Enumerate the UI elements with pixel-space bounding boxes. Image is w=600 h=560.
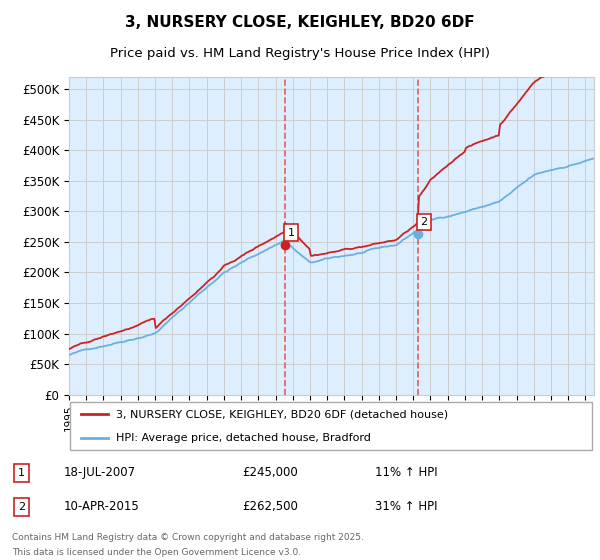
Text: 3, NURSERY CLOSE, KEIGHLEY, BD20 6DF (detached house): 3, NURSERY CLOSE, KEIGHLEY, BD20 6DF (de… [116, 409, 448, 419]
Text: £262,500: £262,500 [242, 500, 298, 513]
Text: 10-APR-2015: 10-APR-2015 [64, 500, 140, 513]
Text: 1: 1 [287, 228, 295, 238]
Text: 2: 2 [18, 502, 25, 512]
Text: Price paid vs. HM Land Registry's House Price Index (HPI): Price paid vs. HM Land Registry's House … [110, 48, 490, 60]
Text: 2: 2 [421, 217, 428, 227]
Text: HPI: Average price, detached house, Bradford: HPI: Average price, detached house, Brad… [116, 433, 371, 443]
Text: £245,000: £245,000 [242, 466, 298, 479]
FancyBboxPatch shape [70, 403, 592, 450]
Text: 1: 1 [18, 468, 25, 478]
Text: 11% ↑ HPI: 11% ↑ HPI [375, 466, 437, 479]
Text: This data is licensed under the Open Government Licence v3.0.: This data is licensed under the Open Gov… [12, 548, 301, 557]
Text: 3, NURSERY CLOSE, KEIGHLEY, BD20 6DF: 3, NURSERY CLOSE, KEIGHLEY, BD20 6DF [125, 15, 475, 30]
Text: 18-JUL-2007: 18-JUL-2007 [64, 466, 136, 479]
Text: Contains HM Land Registry data © Crown copyright and database right 2025.: Contains HM Land Registry data © Crown c… [12, 533, 364, 542]
Text: 31% ↑ HPI: 31% ↑ HPI [375, 500, 437, 513]
